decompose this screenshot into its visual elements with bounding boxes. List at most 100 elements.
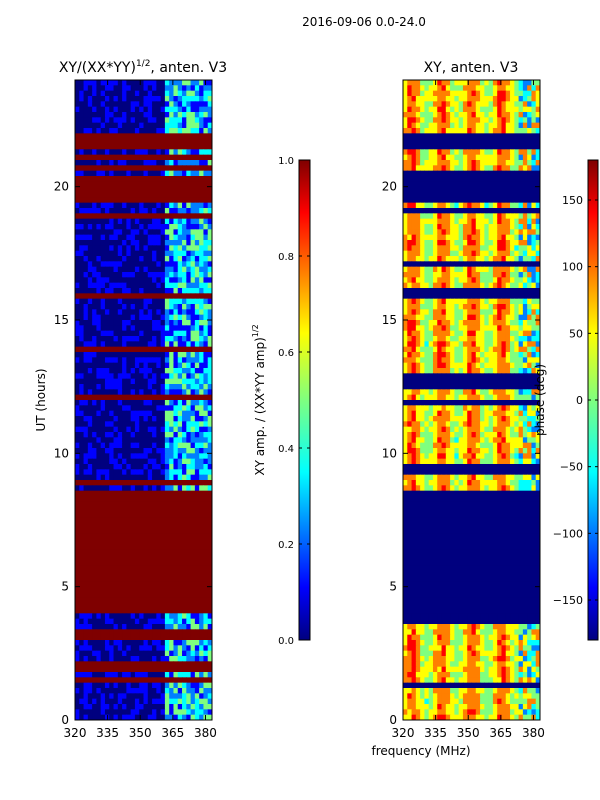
heat-cell <box>432 128 438 134</box>
heat-cell <box>497 320 503 326</box>
heat-cell <box>134 352 140 358</box>
heat-cell <box>156 202 162 209</box>
amplitude-colorbar-bar <box>298 159 311 641</box>
heat-cell <box>531 224 537 230</box>
heat-cell <box>134 384 140 390</box>
heat-cell <box>531 421 537 428</box>
heat-cell <box>177 346 183 353</box>
heat-cell <box>117 368 123 374</box>
heat-cell <box>134 682 140 689</box>
heat-cell <box>182 154 187 161</box>
heat-cell <box>79 458 85 465</box>
heat-cell <box>96 682 102 689</box>
heat-cell <box>424 208 430 214</box>
heat-cell <box>87 208 93 214</box>
heat-cell <box>420 421 426 428</box>
heat-cell <box>92 341 98 348</box>
heat-cell <box>75 213 80 220</box>
heat-cell <box>424 282 430 289</box>
heat-cell <box>518 96 524 102</box>
heat-cell <box>164 394 170 401</box>
heat-cell <box>186 154 192 161</box>
heat-cell <box>522 293 528 300</box>
heat-cell <box>83 693 89 700</box>
heat-cell <box>441 389 447 396</box>
heat-cell <box>109 261 115 268</box>
heat-cell <box>497 165 503 172</box>
heat-cell <box>203 368 209 374</box>
heat-cell <box>467 266 473 273</box>
heat-cell <box>467 293 473 300</box>
heat-cell <box>156 709 162 716</box>
heat-cell <box>109 346 115 353</box>
heat-cell <box>152 336 157 342</box>
heat-cell <box>143 330 149 337</box>
heat-cell <box>475 112 481 118</box>
heat-cell <box>126 714 132 720</box>
heat-cell <box>527 90 533 97</box>
heat-cell <box>182 352 187 358</box>
heat-cell <box>96 704 102 710</box>
heat-cell <box>147 90 153 97</box>
heat-cell <box>147 229 153 236</box>
heat-cell <box>100 698 106 705</box>
heat-cell <box>458 154 464 161</box>
heat-cell <box>510 128 515 134</box>
heat-cell <box>415 149 421 156</box>
heat-cell <box>203 682 209 689</box>
heat-cell <box>177 661 183 668</box>
heat-cell <box>152 213 157 220</box>
heat-cell <box>535 266 540 273</box>
heat-cell <box>467 309 473 316</box>
heat-cell <box>130 378 136 385</box>
heat-cell <box>488 202 494 209</box>
heat-cell <box>164 261 170 268</box>
heat-cell <box>83 421 89 428</box>
heat-cell <box>92 645 98 652</box>
heat-cell <box>113 80 119 86</box>
heat-cell <box>160 314 166 321</box>
heat-cell <box>501 122 507 129</box>
heat-cell <box>186 298 192 305</box>
heat-cell <box>484 336 490 342</box>
heat-cell <box>415 309 421 316</box>
flagged-row <box>75 597 212 604</box>
heat-cell <box>415 330 421 337</box>
heat-cell <box>415 432 421 438</box>
heat-cell <box>454 293 460 300</box>
heat-cell <box>480 277 485 284</box>
heat-cell <box>75 240 80 246</box>
heat-cell <box>527 165 533 172</box>
heat-cell <box>467 96 473 102</box>
heat-cell <box>87 432 93 438</box>
heat-cell <box>134 218 140 225</box>
heat-cell <box>134 357 140 364</box>
heat-cell <box>497 170 503 177</box>
heat-cell <box>424 149 430 156</box>
heat-cell <box>501 256 507 262</box>
heat-cell <box>424 170 430 177</box>
heat-cell <box>484 245 490 252</box>
heat-cell <box>480 288 485 294</box>
heat-cell <box>177 400 183 406</box>
heat-cell <box>109 112 115 118</box>
heat-cell <box>415 261 421 268</box>
heat-cell <box>535 453 540 460</box>
heat-cell <box>169 346 175 353</box>
heat-cell <box>505 352 511 358</box>
heat-cell <box>104 618 110 625</box>
heat-cell <box>79 656 85 662</box>
heat-cell <box>156 618 162 625</box>
heat-cell <box>96 149 102 156</box>
heat-cell <box>492 346 498 353</box>
heat-cell <box>122 165 127 172</box>
heat-cell <box>152 112 157 118</box>
heat-cell <box>501 416 507 422</box>
heat-cell <box>109 704 115 710</box>
heat-cell <box>156 314 162 321</box>
heat-cell <box>160 704 166 710</box>
heat-cell <box>411 405 417 412</box>
heat-cell <box>207 293 212 300</box>
heat-cell <box>79 480 85 486</box>
